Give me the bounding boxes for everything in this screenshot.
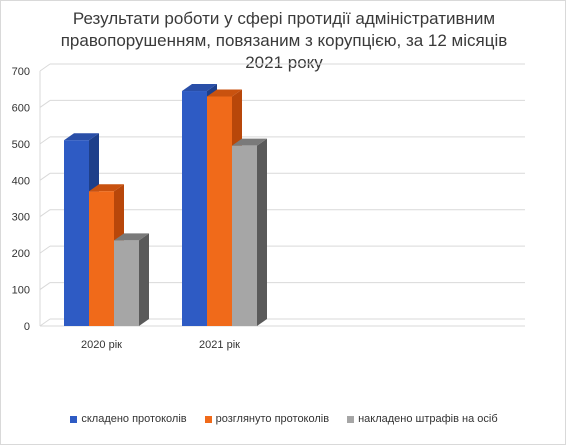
bar-series-3-2021 рік [232,145,257,326]
gridline-depth-700 [39,63,51,72]
gridline-depth-600 [39,100,51,108]
bar-series-1-2020 рік [64,140,89,326]
legend-swatch-series-3 [347,415,355,423]
y-tick-label-100: 100 [12,285,30,297]
legend-item-series-1: складено протоколів [70,413,187,425]
y-tick-label-200: 200 [12,248,30,260]
bar-top-3-2 [232,138,267,146]
y-tick-label-300: 300 [12,212,30,224]
bar-series-3-2020 рік [114,240,139,326]
y-tick-label-0: 0 [24,321,30,333]
chart-title-line-1: Результати роботи у сфері протидії адмін… [72,9,496,28]
legend-item-series-2: розглянуто протоколів [204,413,330,425]
gridline-depth-100 [39,282,51,290]
y-tick-label-400: 400 [12,175,30,187]
bar-top-1-2 [182,84,217,92]
legend-label-series-2: розглянуто протоколів [215,413,330,425]
bar-top-2-1 [89,184,124,192]
legend-label-series-3: накладено штрафів на осіб [358,413,498,425]
bar-side-3-1 [139,233,149,326]
gridline-depth-200 [39,245,51,254]
chart-title: Результати роботи у сфері протидії адмін… [0,8,568,74]
gridline-depth-500 [39,136,51,145]
bar-series-2-2020 рік [89,191,114,326]
bar-side-3-2 [257,138,267,326]
gridline-depth-0 [39,318,51,327]
legend-swatch-series-1 [70,415,78,423]
chart-legend: складено протоколів розглянуто протоколі… [0,413,568,425]
chart-title-line-3: 2021 року [245,53,323,72]
x-category-label-2: 2021 рік [199,339,240,351]
legend-swatch-series-2 [204,415,212,423]
legend-item-series-3: накладено штрафів на осіб [347,413,498,425]
legend-label-series-1: складено протоколів [81,413,187,425]
gridline-depth-400 [39,172,51,181]
chart-title-line-2: правопорушенням, повязаним з корупцією, … [60,31,508,50]
bar-top-2-2 [207,89,242,97]
x-category-label-1: 2020 рік [81,339,122,351]
bar-top-3-1 [114,233,149,241]
bar-top-1-1 [64,133,99,141]
bar-series-2-2021 рік [207,96,232,326]
gridline-depth-300 [39,209,51,218]
bar-series-1-2021 рік [182,91,207,327]
y-tick-label-600: 600 [12,102,30,114]
y-tick-label-700: 700 [12,66,30,78]
y-tick-label-500: 500 [12,139,30,151]
